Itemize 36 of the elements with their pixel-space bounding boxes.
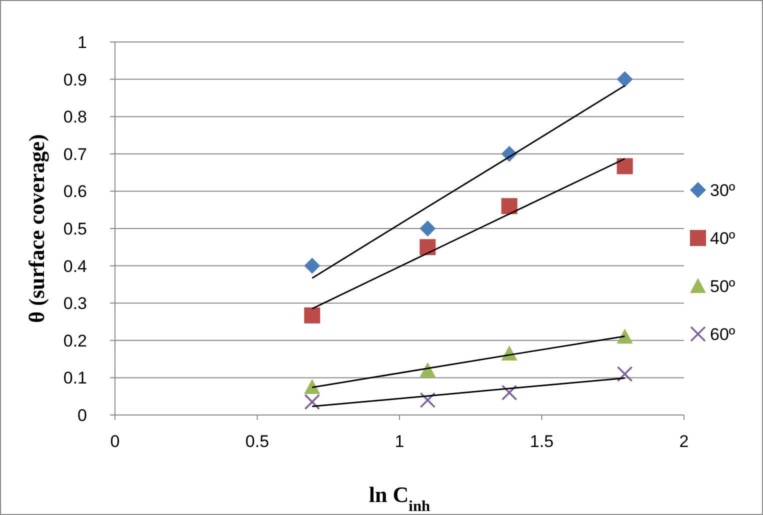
y-tick-label: 0.3 [63, 294, 87, 314]
line-series [311, 377, 626, 408]
y-tick-label: 0.2 [63, 331, 87, 350]
point [304, 394, 320, 410]
y-tick-label: 0.9 [63, 70, 87, 90]
y-tick-label: 0.5 [63, 220, 87, 238]
point [616, 71, 633, 88]
point [420, 220, 436, 236]
point [616, 366, 633, 382]
point [501, 198, 518, 214]
legend-label: 30º [710, 181, 736, 200]
point [304, 379, 320, 394]
x-tick-label: 1 [394, 432, 404, 451]
y-tick-label: 1 [78, 33, 87, 52]
point [304, 307, 320, 324]
point [420, 239, 436, 256]
y-tick-label: 0.1 [63, 368, 87, 388]
legend-label: 40º [710, 229, 736, 248]
y-tick-label: 0 [78, 406, 87, 425]
x-tick-label: 1.5 [530, 432, 554, 451]
x-tick-label: 2 [679, 432, 689, 451]
y-tick-label: 0.4 [63, 256, 87, 276]
legend-label: 60º [710, 325, 736, 344]
y-tick-label: 0.8 [63, 108, 87, 127]
y-tick-label: 0.6 [63, 182, 87, 202]
y-axis-title: θ (surface coverage) [24, 134, 49, 323]
point [501, 384, 518, 401]
point [304, 258, 320, 274]
point [616, 158, 633, 174]
y-tick-label: 0.7 [63, 144, 87, 164]
point [420, 392, 436, 408]
x-tick-label: 0 [110, 432, 120, 451]
legend-label: 50º [710, 277, 736, 296]
x-axis-title: ln C$_{inh}$ [368, 482, 431, 514]
x-tick-label: 0.5 [245, 432, 270, 451]
point [616, 328, 633, 344]
